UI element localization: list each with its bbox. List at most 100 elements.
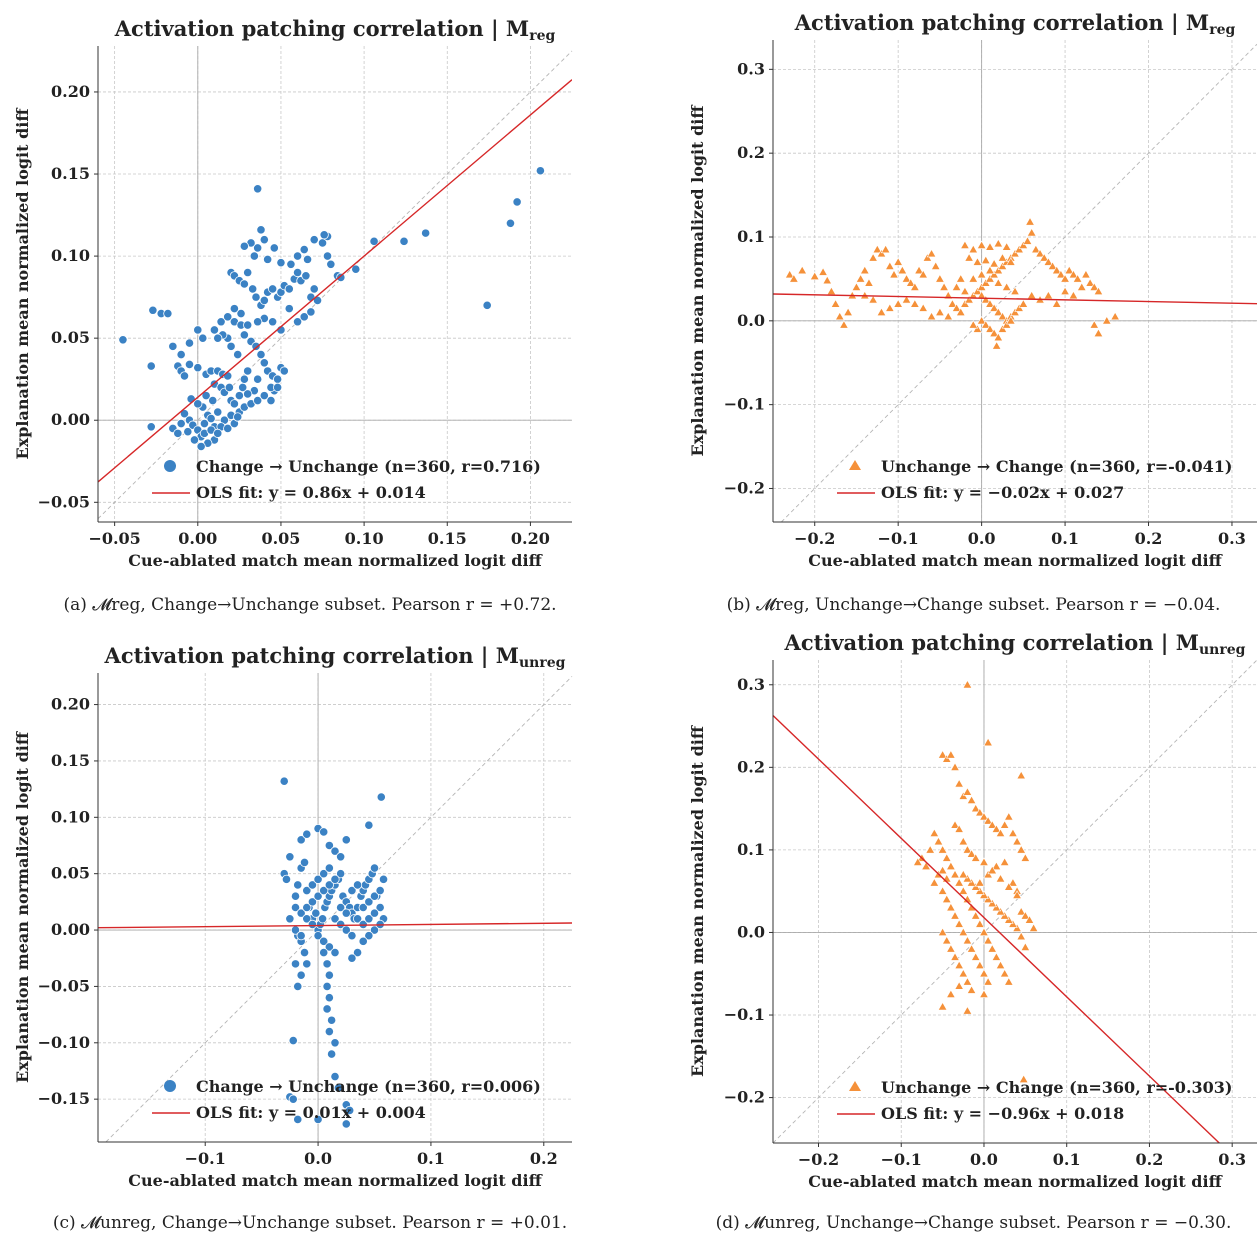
- data-point: [1022, 236, 1033, 245]
- data-point: [995, 906, 1006, 916]
- data-point: [307, 880, 318, 890]
- data-point: [184, 359, 195, 370]
- data-point: [1056, 269, 1066, 279]
- y-tick-label: 0.00: [51, 920, 90, 939]
- data-point: [322, 1004, 332, 1014]
- data-point: [176, 418, 186, 429]
- data-point: [1089, 282, 1100, 291]
- data-point: [976, 240, 987, 249]
- data-point: [946, 750, 956, 759]
- points: [784, 216, 1120, 350]
- data-point: [1093, 328, 1104, 337]
- x-axis-label: Cue-ablated match mean normalized logit …: [808, 1172, 1222, 1191]
- data-point: [256, 225, 266, 235]
- data-point: [1003, 811, 1014, 821]
- x-axis-label: Cue-ablated match mean normalized logit …: [128, 1171, 542, 1190]
- data-point: [233, 412, 243, 422]
- data-point: [972, 257, 983, 266]
- data-point: [189, 435, 200, 445]
- data-point: [1003, 977, 1014, 986]
- data-point: [307, 897, 318, 907]
- x-tick-label: 0.10: [345, 529, 384, 548]
- data-point: [281, 874, 292, 884]
- data-point: [946, 944, 956, 953]
- data-point: [880, 244, 891, 254]
- data-point: [1016, 844, 1027, 854]
- data-point: [1001, 282, 1012, 291]
- panel-b: −0.2 −0.1 0.0 0.1 0.2 0.3 −0.2 −0.1 0.0 0.1 0.2 0.3…: [660, 0, 1257, 585]
- data-point: [399, 236, 409, 246]
- y-tick-label: 0.1: [737, 227, 765, 246]
- data-point: [975, 878, 985, 887]
- data-point: [989, 258, 999, 268]
- data-point: [223, 423, 233, 434]
- data-point: [1043, 257, 1054, 266]
- data-point: [290, 902, 301, 913]
- data-point: [1014, 303, 1024, 312]
- zero-lines: [98, 673, 572, 1142]
- data-point: [979, 857, 989, 866]
- data-point: [347, 931, 357, 941]
- data-point: [146, 422, 156, 432]
- data-point: [991, 341, 1002, 350]
- data-point: [980, 278, 991, 287]
- data-point: [193, 399, 203, 409]
- data-point: [1016, 931, 1027, 941]
- data-point: [253, 317, 263, 327]
- y-tick-label: 0.15: [51, 751, 90, 770]
- data-point: [1085, 278, 1095, 287]
- data-point: [1012, 836, 1022, 846]
- data-point: [962, 787, 973, 796]
- data-point: [1026, 290, 1037, 300]
- data-point: [843, 307, 853, 316]
- data-point: [341, 1119, 351, 1129]
- chart-d: −0.2 −0.1 0.0 0.1 0.2 0.3 −0.2 −0.1 0.0 0.1 0.2 0.3…: [688, 630, 1257, 1191]
- x-tick-label: −0.05: [88, 529, 140, 548]
- data-point: [809, 271, 820, 280]
- data-point: [253, 243, 263, 253]
- data-point: [947, 299, 958, 308]
- y-tick-label: 0.3: [737, 59, 765, 78]
- data-point: [930, 261, 941, 270]
- chart-title-subscript: unreg: [519, 655, 566, 671]
- y-tick-label: 0.1: [737, 840, 765, 859]
- data-point: [290, 891, 301, 901]
- data-point: [259, 235, 269, 245]
- data-point: [1003, 882, 1014, 891]
- x-axis-label: Cue-ablated match mean normalized logit …: [128, 551, 542, 570]
- data-point: [375, 885, 385, 896]
- data-point: [1026, 227, 1037, 237]
- data-point: [213, 428, 223, 438]
- caption-c: (c) 𝓜unreg, Change→Unchange subset. Pear…: [10, 1213, 610, 1233]
- data-point: [299, 857, 310, 868]
- data-point: [885, 261, 895, 270]
- data-point: [979, 890, 989, 899]
- zero-lines: [773, 40, 1257, 522]
- data-point: [993, 238, 1004, 248]
- legend-series-label: Unchange → Change (n=360, r=-0.303): [881, 1078, 1232, 1097]
- y-tick-label: 0.0: [737, 311, 765, 330]
- x-tick-label: 0.3: [1218, 1150, 1246, 1169]
- data-point: [926, 248, 937, 258]
- data-point: [918, 269, 929, 279]
- y-tick-label: 0.05: [51, 864, 90, 883]
- data-point: [876, 307, 887, 316]
- data-point: [376, 792, 386, 802]
- y-tick-label: 0.0: [737, 922, 765, 941]
- data-point: [369, 236, 379, 246]
- data-point: [324, 942, 334, 952]
- data-point: [939, 282, 949, 291]
- x-tick-label: 0.0: [968, 529, 996, 548]
- data-point: [941, 894, 952, 903]
- x-tick-label: −0.1: [878, 529, 919, 548]
- data-point: [352, 947, 363, 958]
- data-point: [259, 358, 269, 368]
- data-point: [223, 312, 233, 322]
- data-point: [296, 931, 306, 941]
- data-point: [284, 284, 294, 294]
- data-point: [345, 1105, 355, 1116]
- data-point: [966, 902, 977, 912]
- data-point: [273, 382, 283, 393]
- data-point: [962, 873, 973, 883]
- chart-title: Activation patching correlation | Munreg: [104, 643, 566, 671]
